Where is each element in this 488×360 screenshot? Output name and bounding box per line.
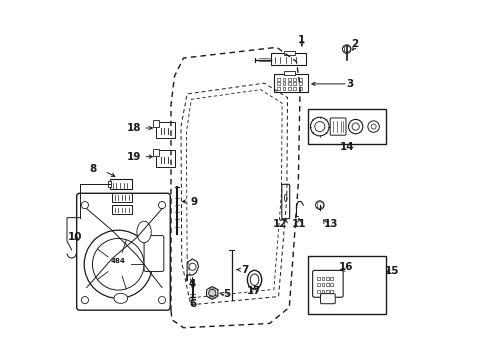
Text: 8: 8 bbox=[89, 164, 97, 174]
Bar bbox=[321, 290, 324, 293]
Bar bbox=[284, 51, 294, 55]
FancyBboxPatch shape bbox=[329, 118, 346, 135]
Circle shape bbox=[351, 123, 359, 130]
Text: 2: 2 bbox=[350, 39, 358, 49]
Bar bbox=[293, 78, 296, 81]
FancyBboxPatch shape bbox=[312, 270, 343, 297]
FancyBboxPatch shape bbox=[77, 193, 170, 310]
Text: 17: 17 bbox=[247, 286, 261, 296]
Circle shape bbox=[342, 45, 350, 53]
Bar bbox=[293, 82, 296, 85]
Bar bbox=[298, 87, 301, 90]
FancyBboxPatch shape bbox=[273, 74, 308, 92]
Ellipse shape bbox=[250, 274, 258, 285]
Ellipse shape bbox=[247, 270, 261, 289]
Text: 10: 10 bbox=[68, 232, 82, 242]
Text: 3: 3 bbox=[346, 79, 353, 89]
Text: 12: 12 bbox=[273, 220, 287, 229]
Text: 484: 484 bbox=[111, 258, 125, 264]
FancyBboxPatch shape bbox=[270, 53, 305, 65]
Bar bbox=[152, 149, 159, 156]
Bar bbox=[287, 87, 290, 90]
Bar bbox=[152, 121, 159, 127]
Text: 1: 1 bbox=[298, 35, 305, 45]
Circle shape bbox=[158, 202, 165, 209]
Bar bbox=[277, 87, 280, 90]
FancyBboxPatch shape bbox=[156, 122, 175, 138]
Circle shape bbox=[208, 289, 215, 297]
Bar bbox=[329, 290, 332, 293]
Circle shape bbox=[84, 230, 152, 298]
FancyBboxPatch shape bbox=[320, 294, 335, 304]
Circle shape bbox=[348, 120, 362, 134]
Bar bbox=[329, 277, 332, 280]
Bar bbox=[282, 82, 285, 85]
Bar bbox=[284, 71, 294, 75]
Text: 14: 14 bbox=[339, 142, 353, 152]
Text: 13: 13 bbox=[323, 220, 337, 229]
Bar bbox=[282, 87, 285, 90]
Bar bbox=[277, 78, 280, 81]
Text: 16: 16 bbox=[338, 262, 352, 272]
Bar bbox=[321, 277, 324, 280]
Circle shape bbox=[81, 202, 88, 209]
Text: 6: 6 bbox=[188, 299, 196, 309]
Bar bbox=[298, 78, 301, 81]
Bar bbox=[317, 283, 320, 286]
Bar bbox=[287, 78, 290, 81]
Bar bbox=[317, 290, 320, 293]
Bar bbox=[325, 283, 328, 286]
Bar bbox=[277, 82, 280, 85]
Circle shape bbox=[370, 124, 375, 129]
Circle shape bbox=[188, 263, 196, 270]
Text: 7: 7 bbox=[240, 265, 248, 275]
FancyBboxPatch shape bbox=[307, 256, 385, 314]
Bar bbox=[282, 78, 285, 81]
FancyBboxPatch shape bbox=[281, 184, 289, 219]
Circle shape bbox=[92, 238, 144, 290]
Circle shape bbox=[367, 121, 379, 132]
Bar bbox=[317, 277, 320, 280]
Circle shape bbox=[81, 297, 88, 304]
FancyBboxPatch shape bbox=[156, 150, 175, 167]
Bar bbox=[325, 277, 328, 280]
Bar bbox=[293, 87, 296, 90]
Circle shape bbox=[315, 201, 324, 210]
Text: 9: 9 bbox=[190, 197, 198, 207]
Bar bbox=[287, 82, 290, 85]
FancyBboxPatch shape bbox=[144, 235, 163, 271]
FancyBboxPatch shape bbox=[307, 109, 385, 144]
Text: 11: 11 bbox=[291, 220, 306, 229]
Bar bbox=[325, 290, 328, 293]
Text: 5: 5 bbox=[223, 289, 230, 299]
Text: 18: 18 bbox=[126, 123, 141, 133]
Bar bbox=[112, 205, 131, 214]
Circle shape bbox=[158, 297, 165, 304]
Text: 15: 15 bbox=[384, 266, 399, 276]
Text: 4: 4 bbox=[188, 279, 196, 289]
Circle shape bbox=[314, 122, 324, 132]
Bar bbox=[110, 179, 132, 189]
Bar bbox=[298, 82, 301, 85]
Ellipse shape bbox=[137, 221, 151, 243]
Ellipse shape bbox=[114, 293, 127, 303]
Circle shape bbox=[310, 117, 328, 136]
Bar bbox=[329, 283, 332, 286]
Ellipse shape bbox=[284, 194, 286, 202]
Bar bbox=[112, 193, 131, 202]
Bar bbox=[108, 181, 111, 187]
Bar bbox=[321, 283, 324, 286]
Text: 19: 19 bbox=[126, 152, 141, 162]
